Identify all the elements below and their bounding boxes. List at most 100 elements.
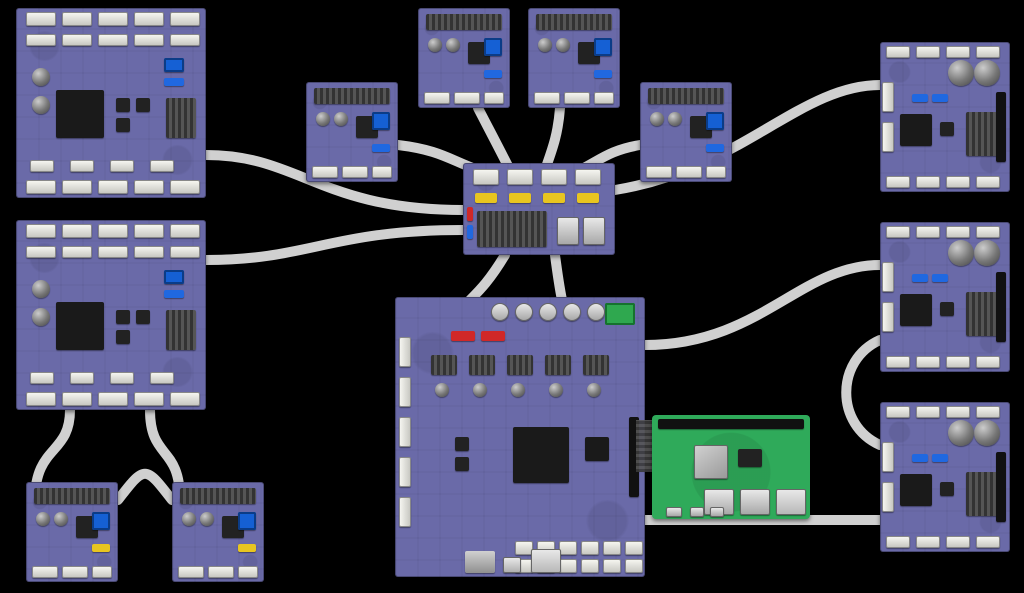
connector (208, 566, 234, 578)
connector (886, 536, 910, 548)
connector (916, 226, 940, 238)
fuse-blue (932, 454, 948, 462)
capacitor (650, 112, 664, 126)
connector (62, 392, 92, 406)
connector (882, 482, 894, 512)
capacitor (32, 96, 50, 114)
connector (110, 160, 134, 172)
terminal-blue (164, 270, 184, 284)
ic (116, 118, 130, 132)
connector (238, 566, 258, 578)
capacitor (200, 512, 214, 526)
connector (170, 392, 200, 406)
mcu-chip (513, 427, 569, 483)
connector (916, 406, 940, 418)
fuse-yellow (238, 544, 256, 552)
pin-header (996, 452, 1006, 522)
capacitor (435, 383, 449, 397)
connector (62, 12, 92, 26)
connector (946, 356, 970, 368)
power-terminal (557, 217, 579, 245)
driver-heatsink (431, 355, 457, 375)
fuse-red (481, 331, 505, 341)
ic (455, 457, 469, 471)
wire-expansion_left_bottom-to-distribution_hub (206, 230, 463, 260)
connector (946, 406, 970, 418)
capacitor (948, 240, 974, 266)
connector (886, 176, 910, 188)
connector (646, 166, 672, 178)
connector (26, 246, 56, 258)
board-tool_left_a (26, 482, 118, 582)
capacitor (473, 383, 487, 397)
connector (916, 356, 940, 368)
connector (26, 392, 56, 406)
fuse-blue (912, 454, 928, 462)
connector (946, 46, 970, 58)
connector (98, 34, 128, 46)
connector (882, 122, 894, 152)
connector (98, 180, 128, 194)
wire-tool_top_c-to-distribution_hub (545, 108, 560, 170)
ic (940, 302, 954, 316)
connector (454, 92, 480, 104)
connector (342, 166, 368, 178)
wire-distribution_hub-to-main_controller (555, 255, 562, 300)
connector (26, 12, 56, 26)
heatsink (314, 88, 390, 104)
capacitor (32, 68, 50, 86)
connector (976, 356, 1000, 368)
ic (136, 310, 150, 324)
heatsink (426, 14, 502, 30)
connector (399, 497, 411, 527)
wire-distribution_hub-to-main_controller (470, 255, 505, 300)
capacitor (974, 240, 1000, 266)
can-port (541, 169, 567, 185)
fuse-blue (484, 70, 502, 78)
connector (372, 166, 392, 178)
connector (62, 224, 92, 238)
connector (886, 226, 910, 238)
connector (886, 46, 910, 58)
fuse-blue (372, 144, 390, 152)
heatsink (166, 310, 196, 350)
connector (170, 12, 200, 26)
capacitor (549, 383, 563, 397)
connector (30, 160, 54, 172)
heatsink (477, 211, 547, 247)
capacitor (974, 60, 1000, 86)
connector (32, 566, 58, 578)
board-expansion_right_3 (880, 402, 1010, 552)
connector (676, 166, 702, 178)
io-connector (581, 559, 599, 573)
connector (976, 536, 1000, 548)
fuse (467, 207, 473, 221)
screw-terminal (539, 303, 557, 321)
connector (564, 92, 590, 104)
capacitor (32, 280, 50, 298)
fuse-blue (706, 144, 724, 152)
connector (594, 92, 614, 104)
connector (882, 82, 894, 112)
connector (98, 12, 128, 26)
connector (70, 372, 94, 384)
power-in-terminal (605, 303, 635, 325)
capacitor (428, 38, 442, 52)
capacitor (446, 38, 460, 52)
io-connector (581, 541, 599, 555)
ic (940, 482, 954, 496)
fuse-blue (912, 94, 928, 102)
fuse-red (451, 331, 475, 341)
connector (170, 224, 200, 238)
connector (976, 176, 1000, 188)
connector (399, 377, 411, 407)
power-terminal (583, 217, 605, 245)
driver-heatsink (583, 355, 609, 375)
fuse (543, 193, 565, 203)
board-tool_top_d (640, 82, 732, 182)
screw-terminal (515, 303, 533, 321)
connector (30, 372, 54, 384)
board-expansion_right_2 (880, 222, 1010, 372)
fuse-blue (912, 274, 928, 282)
capacitor (32, 308, 50, 326)
